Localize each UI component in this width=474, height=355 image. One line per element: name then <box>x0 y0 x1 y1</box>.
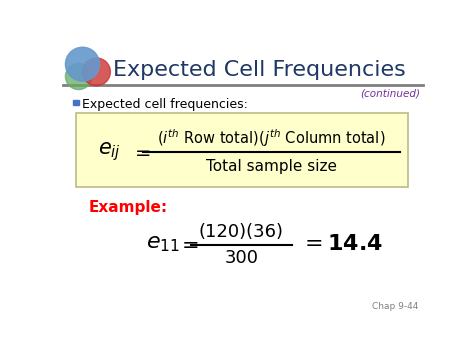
Text: $=$: $=$ <box>177 234 199 254</box>
Text: Total sample size: Total sample size <box>206 159 337 174</box>
Text: Example:: Example: <box>89 201 168 215</box>
Text: $=$: $=$ <box>130 142 151 161</box>
Text: Chap 9-44: Chap 9-44 <box>373 302 419 311</box>
Text: $(i^{th}$ Row total$)(j^{th}$ Column total$)$: $(i^{th}$ Row total$)(j^{th}$ Column tot… <box>157 127 386 149</box>
Text: (continued): (continued) <box>360 89 420 99</box>
Bar <box>73 100 79 105</box>
Text: 300: 300 <box>224 249 258 267</box>
FancyBboxPatch shape <box>76 114 408 187</box>
Text: Expected cell frequencies:: Expected cell frequencies: <box>82 98 248 111</box>
Text: $=\mathbf{14.4}$: $=\mathbf{14.4}$ <box>300 234 383 254</box>
Circle shape <box>65 47 100 81</box>
Text: $e_{11}$: $e_{11}$ <box>146 234 180 254</box>
Text: $e_{ij}$: $e_{ij}$ <box>98 140 121 163</box>
Text: (120)(36): (120)(36) <box>199 223 284 241</box>
Text: Expected Cell Frequencies: Expected Cell Frequencies <box>113 60 406 80</box>
Circle shape <box>82 58 110 86</box>
Circle shape <box>65 64 92 89</box>
